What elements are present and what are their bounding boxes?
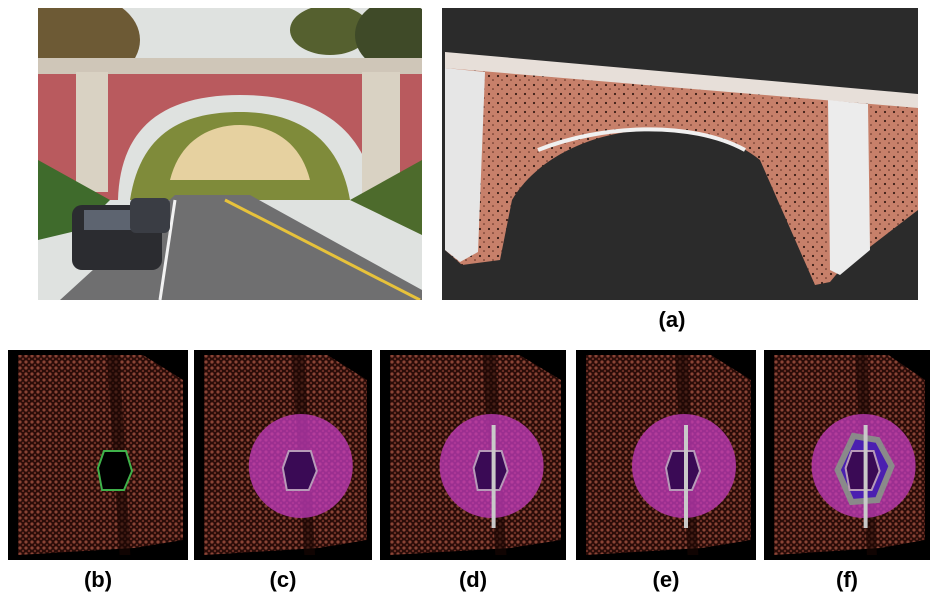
panel-label: (c) bbox=[270, 567, 297, 592]
panel-label: (e) bbox=[653, 567, 680, 592]
point-texture bbox=[18, 355, 183, 555]
result-panel: (c) bbox=[194, 350, 372, 592]
hole-boundary bbox=[98, 451, 132, 490]
result-panel: (b) bbox=[8, 350, 188, 592]
figure: (a) (b) (c) (d) (e) (f) bbox=[0, 0, 934, 599]
panel-label: (f) bbox=[836, 567, 858, 592]
panel-label: (d) bbox=[459, 567, 487, 592]
hole-boundary bbox=[474, 451, 508, 490]
point-cloud bbox=[442, 8, 918, 300]
result-panel: (f) bbox=[764, 350, 930, 592]
result-panel: (d) bbox=[380, 350, 566, 592]
hole-boundary bbox=[666, 451, 700, 490]
hole-boundary bbox=[283, 451, 317, 490]
panel-label: (b) bbox=[84, 567, 112, 592]
hole-boundary bbox=[846, 451, 880, 490]
panels: (b) (c) (d) (e) (f) bbox=[8, 350, 930, 592]
result-panel: (e) bbox=[576, 350, 756, 592]
panel-label: (a) bbox=[659, 307, 686, 332]
bridge-photo bbox=[20, 0, 435, 300]
